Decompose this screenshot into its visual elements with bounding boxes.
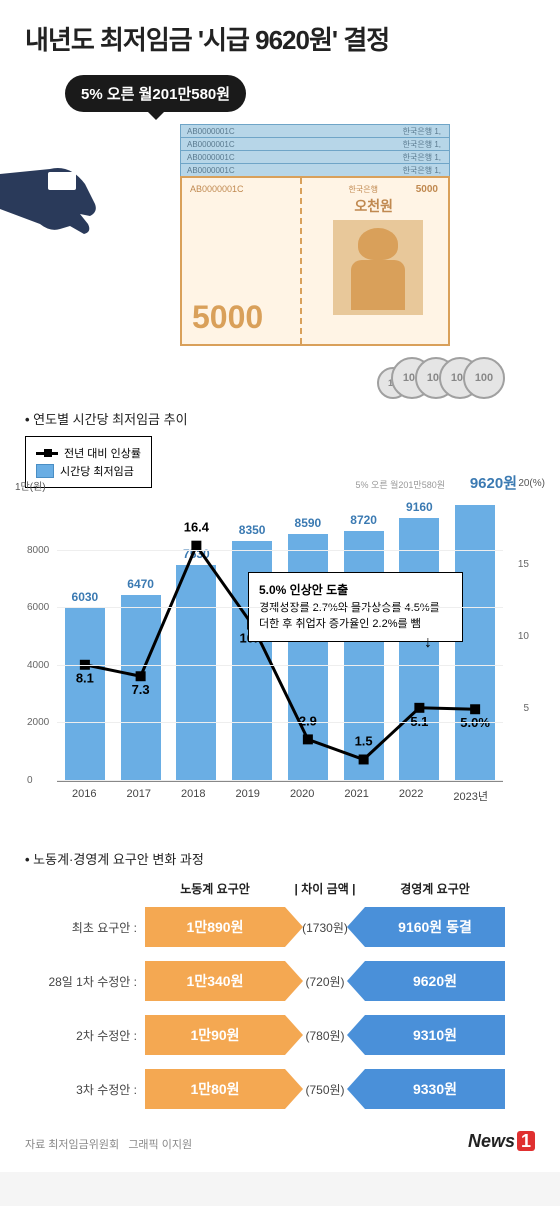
gridline: 4000 xyxy=(57,665,503,666)
labor-arrow: 1만890원 xyxy=(145,907,285,947)
title-pre: 내년도 최저임금 xyxy=(25,25,198,55)
gridline: 2000 xyxy=(57,722,503,723)
x-label: 2020 xyxy=(290,788,314,804)
mgmt-arrow: 9620원 xyxy=(365,961,505,1001)
mgmt-arrow: 9330원 xyxy=(365,1069,505,1109)
proposal-row: 최초 요구안 :1만890원(1730원)9160원 동결 xyxy=(25,907,535,947)
annotation-arrow-icon: ↓ xyxy=(424,631,432,655)
x-label: 2019 xyxy=(235,788,259,804)
proposals-table: 노동계 요구안 | 차이 금액 | 경영계 요구안 최초 요구안 :1만890원… xyxy=(25,880,535,1109)
proposal-row: 28일 1차 수정안 :1만340원(720원)9620원 xyxy=(25,961,535,1001)
labor-arrow: 1만90원 xyxy=(145,1015,285,1055)
bar-value: 8720 xyxy=(350,513,377,527)
x-label: 2018 xyxy=(181,788,205,804)
x-label: 2023년 xyxy=(453,788,488,804)
plot-area: 6030647075308350859087209160 8.17.316.41… xyxy=(57,494,503,782)
wage-chart: 1만(원) 20(%) 5% 오른 월201만580원 9620원 603064… xyxy=(25,494,535,804)
gridline: 8000 xyxy=(57,550,503,551)
bar-value: 8350 xyxy=(239,523,266,537)
speech-bubble: 5% 오른 월201만580원 xyxy=(65,75,246,112)
bar: 6030 xyxy=(65,608,105,781)
legend-line: 전년 대비 인상률 xyxy=(36,445,141,461)
title-post: 결정 xyxy=(337,25,389,55)
bill-big-number: 5000 xyxy=(192,299,263,336)
infographic-page: 내년도 최저임금 '시급 9620원' 결정 5% 오른 월201만580원 A… xyxy=(0,0,560,1172)
proposal-row: 3차 수정안 :1만80원(750원)9330원 xyxy=(25,1069,535,1109)
y-right-unit: 20(%) xyxy=(518,478,545,489)
bill-bank: 한국은행 xyxy=(349,184,378,195)
header-mgmt: 경영계 요구안 xyxy=(365,880,505,897)
annotation-bold: 5.0% 인상안 도출 xyxy=(259,583,348,597)
gridline: 6000 xyxy=(57,607,503,608)
bar-value: 6030 xyxy=(72,590,99,604)
proposal-label: 최초 요구안 : xyxy=(25,919,145,936)
bill-serial: AB0000001C xyxy=(190,184,244,194)
mgmt-arrow: 9310원 xyxy=(365,1015,505,1055)
bill-5000: AB0000001C 한국은행 오천원 5000 5000 xyxy=(180,176,450,346)
bar: 8720 xyxy=(344,531,384,781)
legend-bar: 시간당 최저임금 xyxy=(36,463,141,479)
bill-small: AB0000001C한국은행 1, xyxy=(180,124,450,138)
y-left-unit: 1만(원) xyxy=(15,478,46,493)
proposals-section: 노동계·경영계 요구안 변화 과정 노동계 요구안 | 차이 금액 | 경영계 … xyxy=(25,849,535,1109)
gridline: 0 xyxy=(57,780,503,781)
bill-dashed-line xyxy=(300,178,302,344)
line-swatch xyxy=(36,452,58,455)
bill-denom-kr: 오천원 xyxy=(354,196,393,216)
x-label: 2017 xyxy=(126,788,150,804)
wage-final-label: 9620원 xyxy=(470,472,517,493)
bar-value: 8590 xyxy=(295,516,322,530)
bar-value: 9160 xyxy=(406,500,433,514)
bar-swatch xyxy=(36,464,54,478)
bar: 7530 xyxy=(176,565,216,781)
bar xyxy=(455,505,495,781)
proposal-label: 3차 수정안 : xyxy=(25,1081,145,1098)
news1-logo: News1 xyxy=(468,1131,535,1152)
coin: 100 xyxy=(463,357,505,399)
page-title: 내년도 최저임금 '시급 9620원' 결정 xyxy=(25,20,535,57)
hand-icon xyxy=(0,154,120,254)
bill-small: AB0000001C한국은행 1, xyxy=(180,163,450,177)
coins-group: 10100100100100 xyxy=(395,357,505,399)
header-labor: 노동계 요구안 xyxy=(145,880,285,897)
x-axis-labels: 2016 2017 2018 2019 2020 2021 2022 2023년 xyxy=(57,788,503,804)
bar-value: 6470 xyxy=(127,577,154,591)
bar: 9160 xyxy=(399,518,439,781)
proposal-label: 28일 1차 수정안 : xyxy=(25,973,145,990)
bill-denom-small: 5000 xyxy=(416,184,438,195)
x-label: 2021 xyxy=(344,788,368,804)
footer: 자료 최저임금위원회 그래픽 이지원 News1 xyxy=(25,1131,535,1152)
annotation-line2: 더한 후 취업자 증가율인 2.2%를 뺌 xyxy=(259,618,421,630)
mgmt-arrow: 9160원 동결 xyxy=(365,907,505,947)
footer-source: 자료 최저임금위원회 그래픽 이지원 xyxy=(25,1136,192,1152)
header-gap: | 차이 금액 | xyxy=(285,880,365,897)
bill-portrait xyxy=(333,220,423,315)
proposal-row: 2차 수정안 :1만90원(780원)9310원 xyxy=(25,1015,535,1055)
x-label: 2016 xyxy=(72,788,96,804)
proposal-label: 2차 수정안 : xyxy=(25,1027,145,1044)
chart-title: 연도별 시간당 최저임금 추이 xyxy=(25,409,535,428)
proposals-title: 노동계·경영계 요구안 변화 과정 xyxy=(25,849,535,868)
proposals-header: 노동계 요구안 | 차이 금액 | 경영계 요구안 xyxy=(25,880,535,897)
bar: 6470 xyxy=(121,595,161,781)
x-label: 2022 xyxy=(399,788,423,804)
chart-small-note: 5% 오른 월201만580원 xyxy=(356,478,445,491)
money-illustration: AB0000001C한국은행 1,AB0000001C한국은행 1,AB0000… xyxy=(25,124,535,394)
bill-small: AB0000001C한국은행 1, xyxy=(180,137,450,151)
labor-arrow: 1만340원 xyxy=(145,961,285,1001)
labor-arrow: 1만80원 xyxy=(145,1069,285,1109)
bill-small: AB0000001C한국은행 1, xyxy=(180,150,450,164)
bills-stack: AB0000001C한국은행 1,AB0000001C한국은행 1,AB0000… xyxy=(180,124,450,346)
title-highlight: '시급 9620원' xyxy=(198,25,337,55)
